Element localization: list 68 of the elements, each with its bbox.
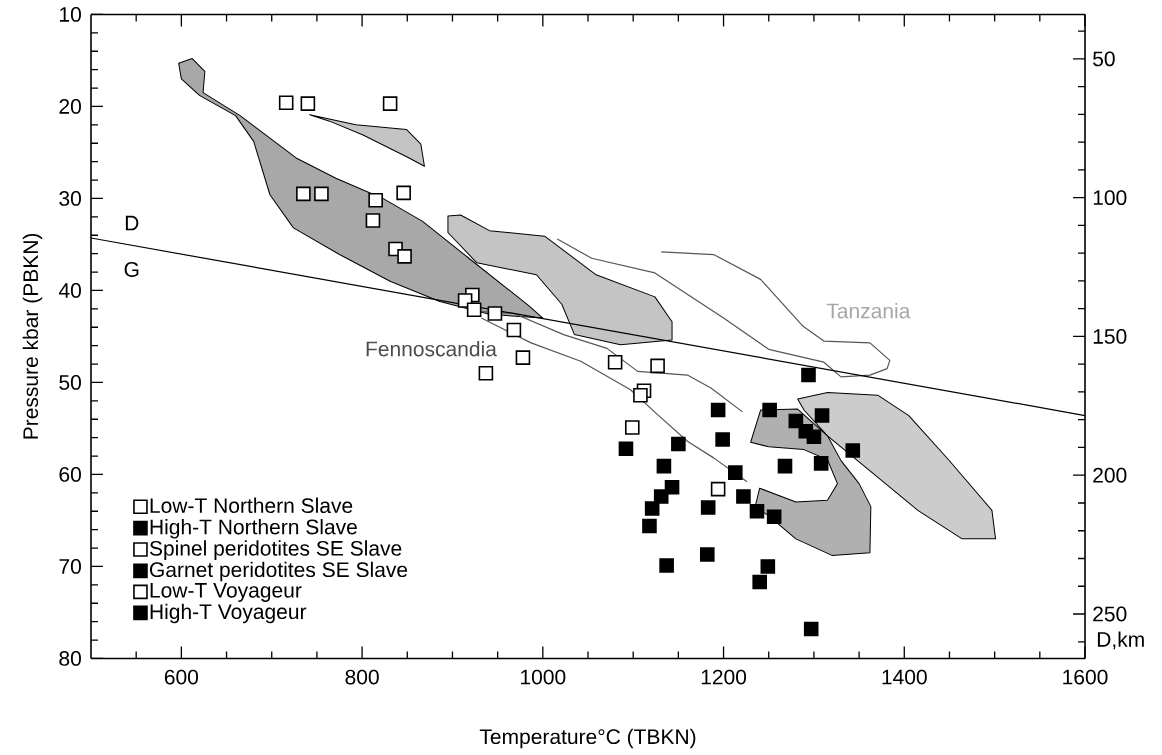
point: [845, 443, 861, 458]
x-tick-label: 1000: [521, 669, 566, 685]
point: [365, 213, 381, 228]
point: [803, 621, 819, 637]
point: [777, 458, 793, 474]
point: [644, 501, 660, 516]
y-tick-label: 20: [59, 98, 81, 114]
x-tick-label: 1400: [882, 669, 927, 685]
point: [368, 192, 383, 208]
x-tick-label: 1200: [701, 669, 747, 685]
point: [656, 458, 672, 474]
point: [487, 306, 503, 321]
y2-tick-label: 150: [1093, 328, 1127, 344]
legend-label: Low-T Northern Slave: [150, 497, 353, 513]
point: [715, 432, 730, 447]
y-axis-title: Pressure kbar (PBKN): [22, 233, 43, 439]
legend-label: Spinel peridotites SE Slave: [149, 540, 402, 560]
point: [814, 408, 830, 423]
point: [710, 481, 726, 497]
y2-tick-label: 100: [1093, 190, 1127, 205]
legend-label: Low-T Voyageur: [150, 582, 302, 602]
point: [806, 429, 822, 444]
y2-tick-label: 200: [1093, 467, 1127, 483]
y-tick-label: 70: [59, 558, 81, 574]
point: [766, 509, 782, 524]
legend-label: Garnet peridotites SE Slave: [150, 561, 408, 582]
point: [653, 489, 669, 504]
point: [801, 367, 816, 383]
point: [633, 387, 648, 403]
y2-tick-label: 250: [1093, 606, 1127, 622]
y2-axis-title: D,km: [1097, 631, 1144, 650]
annotation: D: [125, 215, 139, 231]
legend-label: High-T Voyageur: [150, 603, 307, 624]
y-tick-label: 40: [58, 282, 81, 298]
point: [752, 574, 767, 590]
point: [760, 559, 776, 574]
y-tick-label: 50: [59, 374, 81, 390]
point: [671, 436, 686, 452]
y-tick-label: 80: [59, 650, 81, 666]
y2-tick-label: 50: [1093, 51, 1115, 67]
point: [749, 503, 765, 519]
point: [607, 354, 623, 370]
point: [762, 402, 777, 418]
annotation: Tanzania: [826, 302, 911, 319]
point: [642, 518, 657, 534]
y-tick-label: 60: [59, 466, 81, 482]
x-tick-label: 600: [164, 669, 199, 685]
point: [618, 441, 634, 456]
point: [659, 558, 674, 573]
point: [296, 186, 311, 202]
point: [466, 302, 482, 317]
annotation: Fennoscandia: [366, 340, 497, 357]
legend-label: High-T Northern Slave: [150, 518, 357, 539]
point: [710, 402, 726, 418]
annotation: G: [124, 261, 139, 277]
x-axis-title: Temperature°C (TBKN): [479, 728, 696, 749]
point: [728, 465, 743, 480]
x-tick-label: 1600: [1063, 669, 1108, 685]
y-tick-label: 10: [60, 6, 81, 22]
point: [736, 489, 751, 504]
point: [699, 547, 715, 562]
point: [813, 455, 829, 471]
point: [397, 248, 412, 264]
y-tick-label: 30: [59, 190, 81, 206]
point: [506, 322, 522, 338]
x-tick-label: 800: [345, 669, 379, 685]
point: [700, 500, 716, 515]
point: [314, 186, 329, 202]
